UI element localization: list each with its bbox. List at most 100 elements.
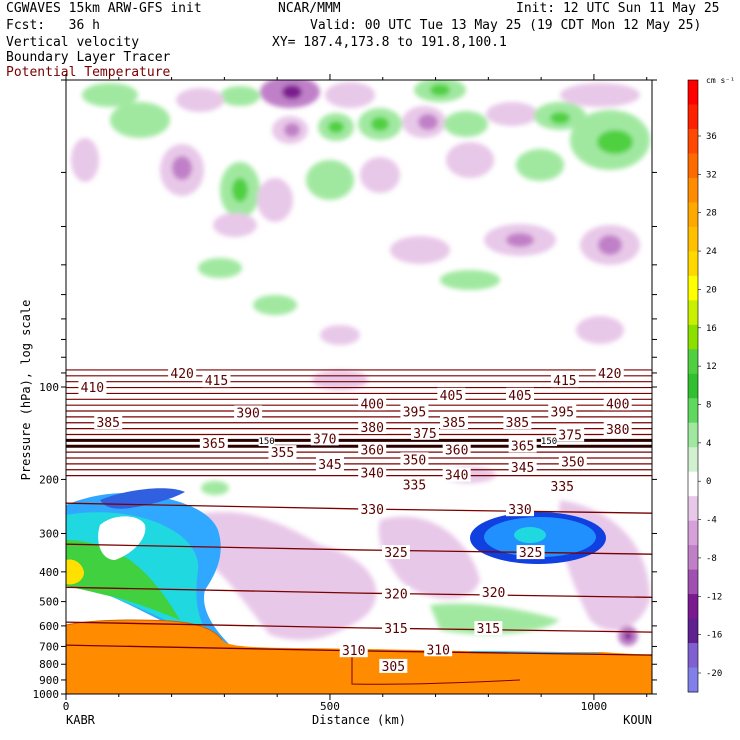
downdraft-blob <box>360 157 400 193</box>
forecast-hour: Fcst: 36 h <box>6 18 100 33</box>
downdraft-blob <box>325 82 375 108</box>
theta-contour <box>66 386 652 389</box>
theta-label-bg <box>424 642 453 657</box>
colorbar-swatch <box>688 153 698 179</box>
downdraft-core <box>284 123 300 137</box>
theta-label: 390 <box>236 406 259 421</box>
updraft-blob <box>198 258 242 278</box>
colorbar-swatch <box>688 373 698 399</box>
theta-label-bg <box>310 431 339 446</box>
colorbar-label: 4 <box>706 439 711 449</box>
colorbar-swatch <box>688 202 698 228</box>
field-vertical-velocity: Vertical velocity <box>6 35 140 50</box>
updraft-core <box>430 84 450 96</box>
updraft-core <box>232 178 248 202</box>
y-tick-label: 200 <box>39 473 59 486</box>
theta-label: 380 <box>606 423 629 438</box>
colorbar-swatch <box>688 471 698 497</box>
theta-label: 330 <box>508 503 531 518</box>
theta-label-bg <box>78 380 107 394</box>
theta-label-bg <box>556 427 585 442</box>
right-endpoint-label: KOUN <box>623 713 652 727</box>
theta-label: 400 <box>360 397 383 412</box>
velocity-field: 420 415 410 420 415 405 405 400 400 395 395 390 385 3… <box>66 80 652 694</box>
theta-label: 360 <box>445 444 468 459</box>
colorbar-frame <box>687 79 699 693</box>
updraft-lens-core <box>514 527 546 543</box>
theta-contour <box>66 369 652 371</box>
theta-label: 320 <box>482 586 505 601</box>
colorbar-swatch <box>688 275 698 301</box>
theta-label-bg <box>358 465 387 480</box>
theta-label-bg <box>603 421 632 436</box>
theta-label-bg <box>381 586 410 601</box>
downdraft-core <box>172 156 192 180</box>
colorbar-swatch <box>688 349 698 375</box>
theta-label-bg <box>381 621 410 636</box>
theta-contour <box>66 586 652 598</box>
colorbar-label: 8 <box>706 401 711 411</box>
colorbar-swatch <box>688 104 698 130</box>
colorbar-label: 28 <box>706 209 717 219</box>
x-axis-label: Distance (km) <box>312 713 406 727</box>
organization: NCAR/MMM <box>278 1 341 16</box>
theta-label-bg <box>558 454 587 469</box>
y-tick-label: 800 <box>39 658 59 671</box>
field-potential-temperature: Potential Temperature <box>6 65 171 80</box>
updraft-blob <box>516 149 564 181</box>
theta-contour <box>66 543 652 555</box>
colorbar-swatch <box>688 569 698 595</box>
theta-label: 420 <box>170 367 193 382</box>
downdraft-blob <box>560 83 640 107</box>
theta-label-bg <box>437 387 466 402</box>
colorbar-swatch <box>688 520 698 546</box>
colorbar-label: -8 <box>706 554 717 564</box>
theta-label: 350 <box>403 453 426 468</box>
theta-label: 360 <box>360 444 383 459</box>
theta-label: 365 <box>511 439 534 454</box>
theta-label: 420 <box>598 367 621 382</box>
theta-label: 365 <box>202 437 225 452</box>
colorbar-label: 16 <box>706 324 717 334</box>
field-boundary-layer-tracer: Boundary Layer Tracer <box>6 50 171 65</box>
updraft-region-lower <box>430 603 560 635</box>
downdraft-core <box>598 235 622 255</box>
x-tick-label: 500 <box>320 700 340 713</box>
theta-label-bg <box>479 584 508 599</box>
colorbar: 36 32 28 24 20 16 12 8 4 0 -4 -8 -12 -16 -20 <box>687 79 722 693</box>
theta-label: 310 <box>426 643 449 658</box>
init-time: Init: 12 UTC Sun 11 May 25 <box>516 1 720 16</box>
theta-label: 335 <box>403 479 426 494</box>
theta-label: 345 <box>318 458 341 473</box>
theta-label-bg <box>381 545 410 560</box>
updraft-blob <box>253 295 297 315</box>
theta-label-bg <box>548 478 577 493</box>
left-endpoint-label: KABR <box>66 713 96 727</box>
theta-label: 340 <box>360 467 383 482</box>
colorbar-label: -16 <box>706 631 722 641</box>
theta-label: 320 <box>384 587 407 602</box>
theta-contour <box>66 416 652 418</box>
x-tick-label: 1000 <box>581 700 608 713</box>
upper-updraft-right <box>470 512 606 564</box>
theta-label-bg <box>400 452 429 467</box>
theta-contour <box>66 380 652 383</box>
theta-label-bg <box>442 442 471 457</box>
updraft-band-peak <box>66 559 84 585</box>
x-axis: 0 500 1000 <box>63 74 648 713</box>
downdraft-blob <box>71 138 99 182</box>
theta-label: 325 <box>384 546 407 561</box>
theta-label: 315 <box>384 622 407 637</box>
updraft-core <box>550 112 570 124</box>
x-tick-label: 0 <box>63 700 70 713</box>
xy-coordinates: XY= 187.4,173.8 to 191.8,100.1 <box>272 35 507 50</box>
potential-temperature-labels: 420 415 410 420 415 405 405 400 400 395 395 390 385 3… <box>78 365 632 675</box>
colorbar-swatch <box>688 177 698 203</box>
theta-label-bg <box>550 373 579 388</box>
lower-troposphere-field <box>180 500 650 646</box>
colorbar-label: -20 <box>706 669 722 679</box>
gravity-wave-pattern <box>71 80 650 495</box>
theta-label-bg <box>339 643 368 658</box>
theta-label: 400 <box>606 397 629 412</box>
